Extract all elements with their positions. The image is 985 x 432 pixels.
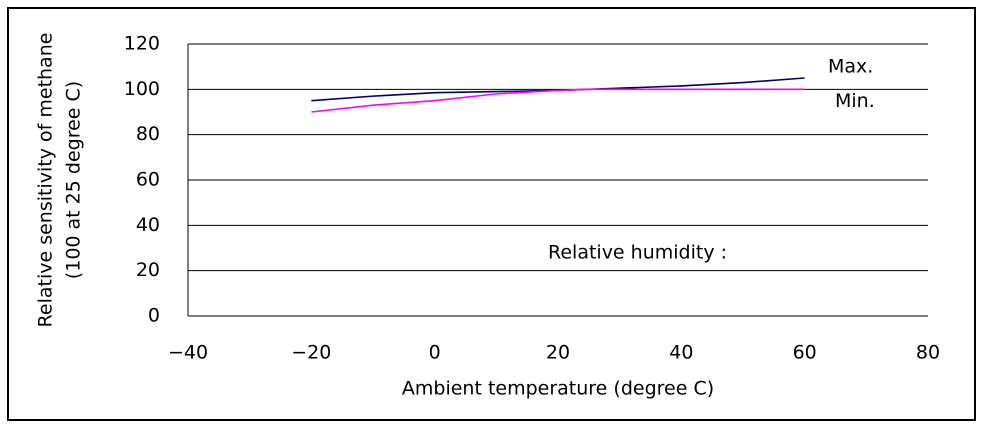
y-tick-label: 100 [124,78,160,100]
y-tick-label: 60 [136,169,160,191]
x-tick-label: −40 [168,342,208,364]
y-tick-label: 40 [136,214,160,236]
y-axis-title: Relative sensitivity of methane [35,33,57,328]
legend-label: Max. [828,56,873,78]
frame [7,7,976,421]
y-axis-title: (100 at 25 degree C) [63,81,85,279]
y-tick-label: 20 [136,259,160,281]
x-tick-label: 40 [669,342,693,364]
annotation: Relative humidity : [548,242,727,264]
x-tick-label: 80 [916,342,940,364]
y-tick-label: 0 [148,305,160,327]
y-tick-label: 120 [124,33,160,55]
x-tick-label: 0 [429,342,441,364]
x-axis-title: Ambient temperature (degree C) [402,378,714,400]
line [311,88,805,113]
x-tick-label: 20 [546,342,570,364]
y-tick-label: 80 [136,123,160,145]
x-tick-label: −20 [291,342,331,364]
x-tick-label: 60 [793,342,817,364]
legend-label: Min. [835,90,875,112]
